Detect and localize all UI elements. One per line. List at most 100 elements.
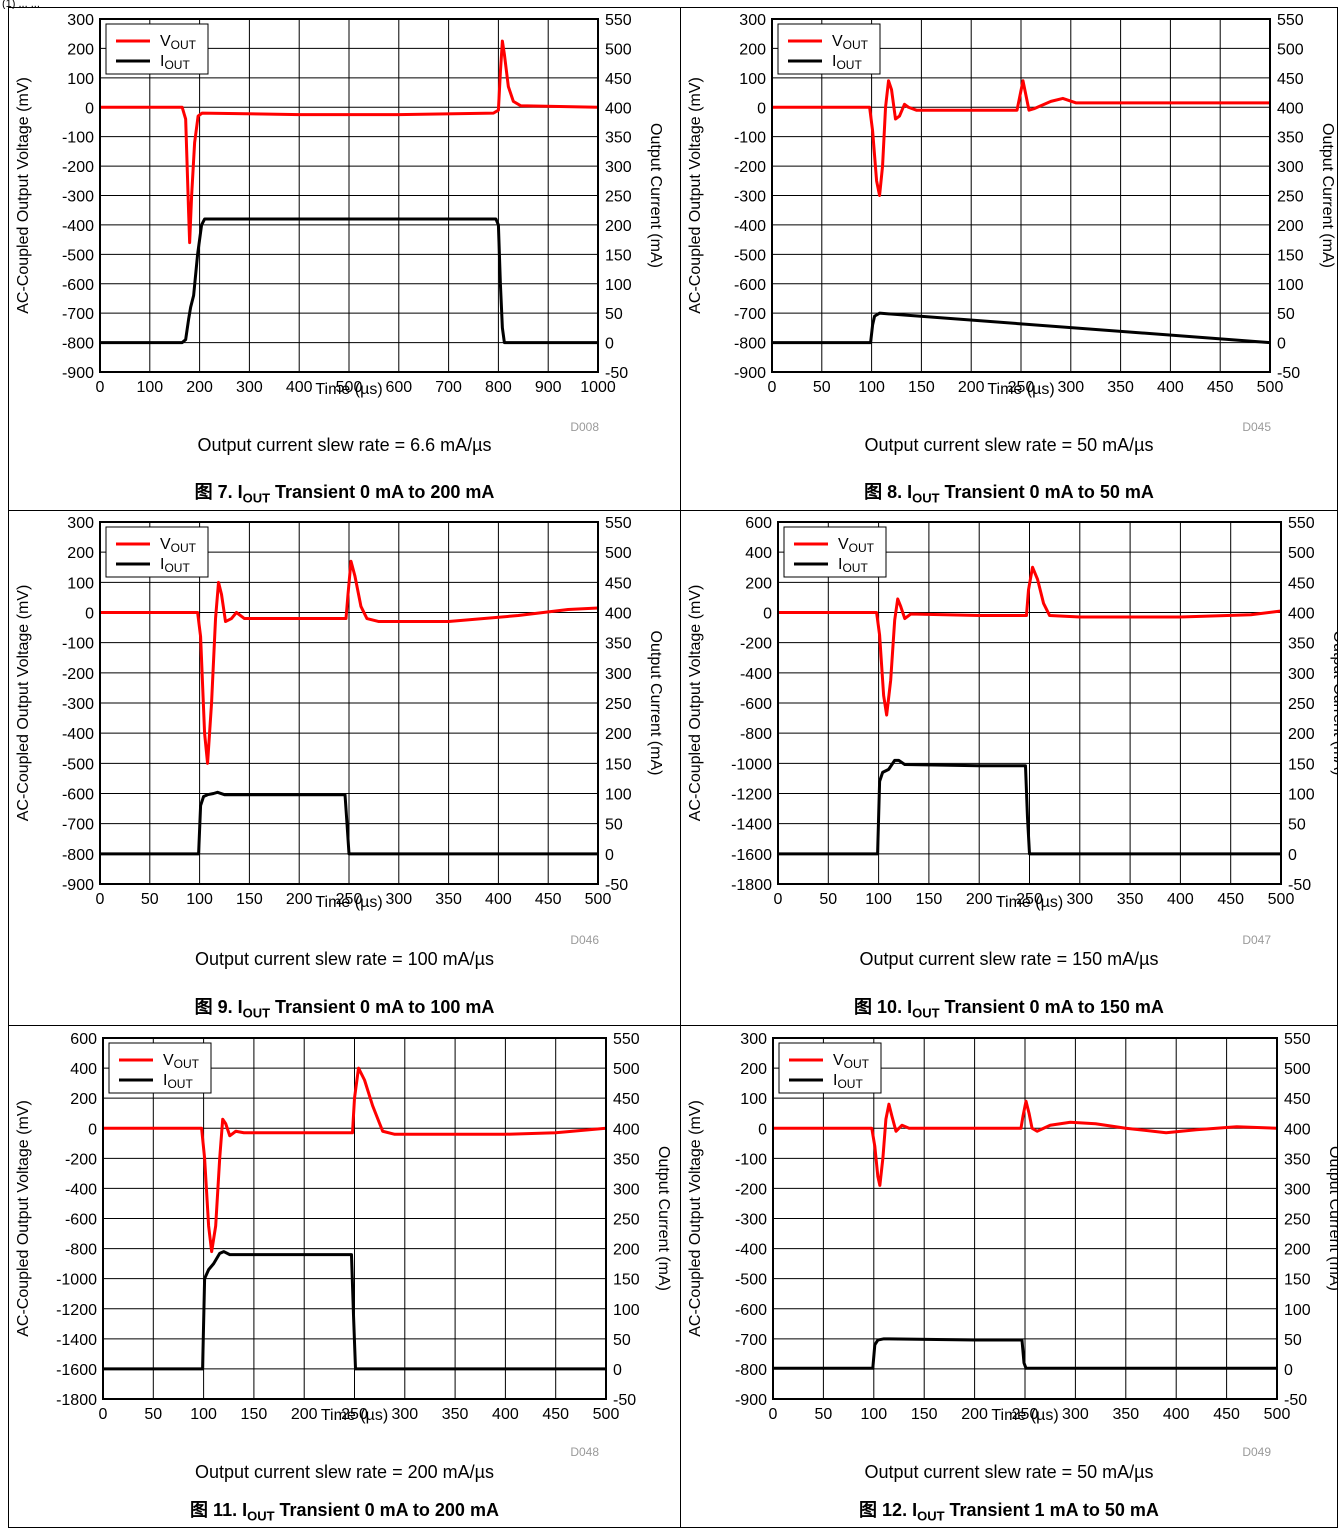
y-left-tick-label: -100: [62, 130, 94, 147]
x-tick-label: 0: [96, 379, 105, 396]
y-left-tick-label: -800: [734, 336, 766, 353]
y-right-tick-label: 150: [1277, 247, 1304, 264]
y-right-tick-label: 500: [1277, 41, 1304, 58]
y-right-tick-label: 250: [605, 189, 632, 206]
y-right-axis-label: Output Current (mA): [1319, 123, 1336, 268]
y-right-axis-label: Output Current (mA): [647, 123, 664, 268]
chart-svg: 0 50 100 150 200 250 300 350 400 450 5003002001000…: [687, 1031, 1338, 1459]
figure-code: D045: [1242, 420, 1271, 434]
legend-iout-label: IOUT: [160, 556, 190, 575]
figure-grid: 0 100 200 300 400 500 600 700 800 900 1000 300 200 10…: [8, 7, 1338, 1528]
y-left-tick-label: 200: [739, 41, 766, 58]
x-axis-label: Time (µs): [987, 381, 1054, 398]
y-right-tick-label: 500: [605, 41, 632, 58]
y-left-tick-label: -600: [735, 1302, 767, 1319]
chart-svg: 0 100 200 300 400 500 600 700 800 900 100030020010…: [15, 12, 664, 434]
y-right-tick-label: 500: [605, 545, 632, 562]
y-left-tick-label: 0: [88, 1121, 97, 1138]
iout-series-line: [100, 217, 598, 345]
iout-series-line: [778, 758, 1281, 856]
y-left-axis-label: AC-Coupled Output Voltage (mV): [687, 77, 704, 314]
y-left-tick-label: -900: [734, 365, 766, 382]
x-tick-label: 300: [385, 891, 412, 908]
x-tick-label: 100: [190, 1406, 217, 1423]
chart-svg: 0 50 100 150 200 250 300 350 400 450 5003002001000…: [15, 515, 664, 947]
y-right-axis-label: Output Current (mA): [647, 631, 664, 776]
x-tick-label: 200: [291, 1406, 318, 1423]
y-left-tick-label: -800: [740, 726, 772, 743]
y-left-tick-label: -400: [735, 1242, 767, 1259]
y-left-tick-label: -500: [734, 247, 766, 264]
x-axis-label: Time (µs): [315, 381, 382, 398]
y-left-tick-label: 0: [757, 100, 766, 117]
figure-code: D046: [570, 933, 599, 947]
y-right-tick-label: 500: [1288, 545, 1315, 562]
y-left-tick-label: -200: [62, 666, 94, 683]
y-left-tick-label: -600: [740, 696, 772, 713]
y-left-tick-label: -800: [735, 1362, 767, 1379]
x-axis-label: Time (µs): [315, 894, 382, 911]
x-tick-label: 500: [1257, 379, 1284, 396]
y-left-tick-label: -600: [734, 277, 766, 294]
y-left-tick-label: 0: [763, 606, 772, 623]
legend-vout-label: VOUT: [838, 536, 875, 555]
y-right-tick-label: 550: [605, 12, 632, 29]
y-left-tick-label: -100: [62, 636, 94, 653]
x-tick-label: 300: [391, 1406, 418, 1423]
x-tick-label: 250: [1008, 379, 1035, 396]
legend-box: [105, 526, 209, 578]
legend-vout-label: VOUT: [163, 1052, 200, 1071]
y-right-tick-label: 350: [1277, 130, 1304, 147]
y-right-tick-label: 150: [1284, 1272, 1311, 1289]
y-left-axis-label: AC-Coupled Output Voltage (mV): [687, 1100, 704, 1337]
y-right-tick-label: 100: [613, 1302, 640, 1319]
y-left-tick-label: 400: [745, 545, 772, 562]
y-right-tick-label: 250: [1277, 189, 1304, 206]
y-right-tick-label: 550: [1288, 515, 1315, 532]
y-right-tick-label: -50: [1284, 1392, 1307, 1409]
x-tick-label: 150: [908, 379, 935, 396]
y-left-tick-label: -300: [735, 1212, 767, 1229]
y-left-tick-label: 200: [745, 575, 772, 592]
y-left-tick-label: 100: [740, 1091, 767, 1108]
slew-rate-caption: Output current slew rate = 6.6 mA/µs: [197, 435, 492, 455]
y-left-tick-label: -900: [735, 1392, 767, 1409]
iout-series-line: [773, 1337, 1277, 1370]
y-left-tick-label: -500: [735, 1272, 767, 1289]
y-right-tick-label: 250: [613, 1212, 640, 1229]
figure-title: 图 8. IOUT Transient 0 mA to 50 mA: [864, 482, 1154, 506]
y-left-tick-label: -700: [62, 817, 94, 834]
plot-frame: [772, 1037, 1278, 1400]
x-tick-label: 350: [1117, 891, 1144, 908]
chart-svg: 0 50 100 150 200 250 300 350 400 450 5006004002000…: [687, 515, 1338, 947]
y-right-tick-label: 200: [1277, 218, 1304, 235]
vout-series-line: [100, 559, 598, 765]
figure-code: D049: [1242, 1445, 1271, 1459]
iout-series-line: [772, 311, 1270, 345]
figure-panel: 0 100 200 300 400 500 600 700 800 900 1000 300 200 10…: [9, 8, 681, 511]
vout-series-line: [773, 1099, 1277, 1187]
y-right-tick-label: 350: [605, 130, 632, 147]
y-right-tick-label: 400: [1288, 606, 1315, 623]
legend-vout-label: VOUT: [833, 1052, 870, 1071]
y-left-tick-label: 300: [67, 515, 94, 532]
figure-title: 图 11. IOUT Transient 0 mA to 200 mA: [190, 1500, 499, 1524]
y-right-tick-label: 300: [613, 1181, 640, 1198]
y-right-tick-label: 0: [605, 336, 614, 353]
slew-rate-caption: Output current slew rate = 100 mA/µs: [194, 949, 494, 969]
y-left-tick-label: 300: [67, 12, 94, 29]
plot-frame: [102, 1037, 607, 1400]
y-left-tick-label: -800: [62, 336, 94, 353]
figure-code: D047: [1242, 933, 1271, 947]
y-right-tick-label: 0: [605, 847, 614, 864]
y-left-tick-label: -400: [740, 666, 772, 683]
legend-vout-label: VOUT: [832, 33, 869, 52]
y-right-tick-label: 300: [1277, 159, 1304, 176]
y-left-tick-label: -200: [734, 159, 766, 176]
x-tick-label: 100: [858, 379, 885, 396]
x-axis-label: Time (µs): [996, 894, 1063, 911]
y-right-tick-label: 200: [605, 726, 632, 743]
y-right-axis-label: Output Current (mA): [655, 1146, 672, 1291]
y-left-tick-label: 200: [70, 1091, 97, 1108]
x-tick-label: 0: [768, 379, 777, 396]
